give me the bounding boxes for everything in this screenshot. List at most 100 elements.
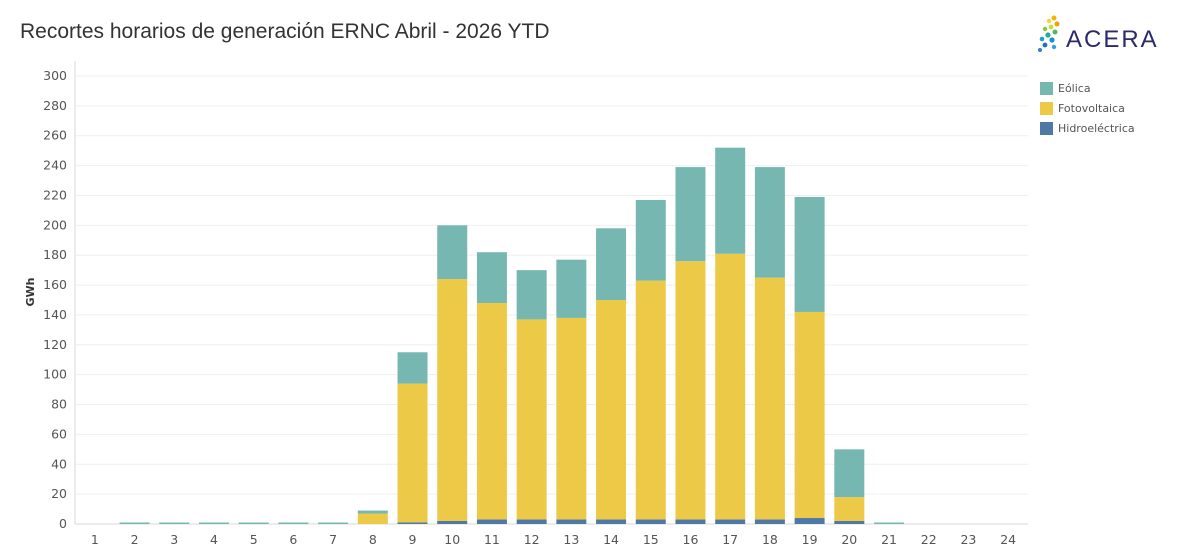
bar-eolica-16 <box>675 167 706 262</box>
bar-hidroelectrica-13 <box>556 519 587 524</box>
bar-eolica-14 <box>596 228 627 300</box>
bar-hidroelectrica-10 <box>437 521 468 524</box>
x-tick-label: 23 <box>960 532 976 547</box>
y-axis: 0 20 40 60 80 100 120 140 160 180 200 220 240 260 280 3… <box>43 68 67 531</box>
bar-eolica-4 <box>198 522 229 524</box>
bar-fotovoltaica-16 <box>675 261 706 520</box>
bar-eolica-18 <box>754 167 785 278</box>
x-tick-label: 11 <box>484 532 500 547</box>
bar-eolica-2 <box>119 522 150 524</box>
x-tick-label: 16 <box>683 532 699 547</box>
y-tick-label: 280 <box>43 98 67 113</box>
bar-hidroelectrica-18 <box>754 519 785 524</box>
bar-fotovoltaica-20 <box>834 497 865 522</box>
acera-logo: ACERA <box>1036 12 1176 68</box>
legend-item-eolica[interactable]: Eólica <box>1040 78 1135 98</box>
y-tick-label: 120 <box>43 337 67 352</box>
bar-eolica-10 <box>437 225 468 280</box>
legend-item-fotovoltaica[interactable]: Fotovoltaica <box>1040 98 1135 118</box>
x-tick-label: 22 <box>921 532 937 547</box>
bar-fotovoltaica-12 <box>516 319 547 520</box>
bar-eolica-15 <box>635 199 666 281</box>
x-tick-label: 24 <box>1000 532 1016 547</box>
bar-fotovoltaica-15 <box>635 280 666 520</box>
x-tick-label: 21 <box>881 532 897 547</box>
x-tick-label: 3 <box>170 532 178 547</box>
bar-hidroelectrica-17 <box>715 519 746 524</box>
bar-fotovoltaica-9 <box>397 383 428 523</box>
y-tick-label: 180 <box>43 247 67 262</box>
legend-swatch <box>1040 101 1053 115</box>
y-tick-label: 260 <box>43 128 67 143</box>
x-tick-label: 14 <box>603 532 619 547</box>
legend-swatch <box>1040 81 1053 95</box>
y-tick-label: 80 <box>51 397 67 412</box>
x-tick-label: 18 <box>762 532 778 547</box>
x-tick-label: 17 <box>722 532 738 547</box>
x-tick-label: 5 <box>250 532 258 547</box>
y-tick-label: 100 <box>43 367 67 382</box>
bar-hidroelectrica-15 <box>635 519 666 524</box>
bar-eolica-12 <box>516 270 547 320</box>
x-tick-label: 19 <box>802 532 818 547</box>
bar-eolica-9 <box>397 352 428 384</box>
y-tick-label: 240 <box>43 158 67 173</box>
bar-eolica-19 <box>794 196 825 312</box>
acera-logo-mark-icon <box>1038 15 1060 52</box>
bar-fotovoltaica-10 <box>437 279 468 522</box>
bar-fotovoltaica-17 <box>715 253 746 520</box>
x-tick-label: 8 <box>369 532 377 547</box>
y-tick-label: 160 <box>43 277 67 292</box>
bars <box>119 147 905 524</box>
y-axis-label: GWh <box>24 278 37 307</box>
x-tick-label: 10 <box>444 532 460 547</box>
x-tick-label: 4 <box>210 532 218 547</box>
legend-label: Hidroeléctrica <box>1058 121 1135 135</box>
bar-hidroelectrica-20 <box>834 521 865 524</box>
x-tick-label: 15 <box>643 532 659 547</box>
bar-eolica-6 <box>278 522 309 524</box>
bar-eolica-11 <box>476 252 507 303</box>
bar-hidroelectrica-12 <box>516 519 547 524</box>
bar-eolica-21 <box>874 522 905 524</box>
bar-eolica-13 <box>556 259 587 318</box>
y-tick-label: 60 <box>51 426 67 441</box>
bar-fotovoltaica-18 <box>754 277 785 520</box>
bar-fotovoltaica-13 <box>556 317 587 520</box>
bar-eolica-8 <box>357 510 388 514</box>
bar-hidroelectrica-16 <box>675 519 706 524</box>
x-axis: 1 2 3 4 5 6 7 8 9 10 11 12 13 14 15 16 17 18 19 20 21 22 23 24 <box>91 532 1016 547</box>
y-tick-label: 0 <box>59 516 67 531</box>
bar-hidroelectrica-14 <box>596 519 627 524</box>
x-tick-label: 7 <box>329 532 337 547</box>
bar-fotovoltaica-8 <box>357 513 388 524</box>
bar-eolica-7 <box>318 522 349 524</box>
bar-hidroelectrica-9 <box>397 522 428 524</box>
bar-eolica-3 <box>159 522 190 524</box>
bar-eolica-17 <box>715 147 746 254</box>
x-tick-label: 1 <box>91 532 99 547</box>
legend-label: Fotovoltaica <box>1058 101 1125 115</box>
legend-swatch <box>1040 121 1053 135</box>
bar-eolica-20 <box>834 449 865 498</box>
x-tick-label: 6 <box>289 532 297 547</box>
y-tick-label: 40 <box>51 456 67 471</box>
legend-label: Eólica <box>1058 81 1091 95</box>
bar-fotovoltaica-19 <box>794 311 825 519</box>
bar-hidroelectrica-19 <box>794 518 825 524</box>
legend-item-hidroelectrica[interactable]: Hidroeléctrica <box>1040 118 1135 138</box>
y-tick-label: 20 <box>51 486 67 501</box>
x-tick-label: 12 <box>524 532 540 547</box>
y-tick-label: 300 <box>43 68 67 83</box>
bar-eolica-5 <box>238 522 269 524</box>
logo-text: ACERA <box>1066 26 1159 53</box>
x-tick-label: 20 <box>841 532 857 547</box>
y-tick-label: 220 <box>43 187 67 202</box>
x-tick-label: 9 <box>409 532 417 547</box>
bar-fotovoltaica-11 <box>476 302 507 520</box>
bar-hidroelectrica-11 <box>476 519 507 524</box>
bar-fotovoltaica-14 <box>596 300 627 520</box>
y-tick-label: 140 <box>43 307 67 322</box>
legend: Eólica Fotovoltaica Hidroeléctrica <box>1040 78 1135 138</box>
